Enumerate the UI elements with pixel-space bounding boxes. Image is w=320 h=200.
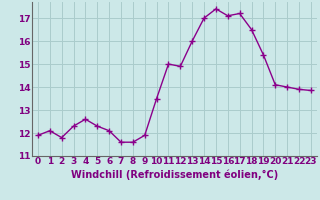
X-axis label: Windchill (Refroidissement éolien,°C): Windchill (Refroidissement éolien,°C) — [71, 169, 278, 180]
